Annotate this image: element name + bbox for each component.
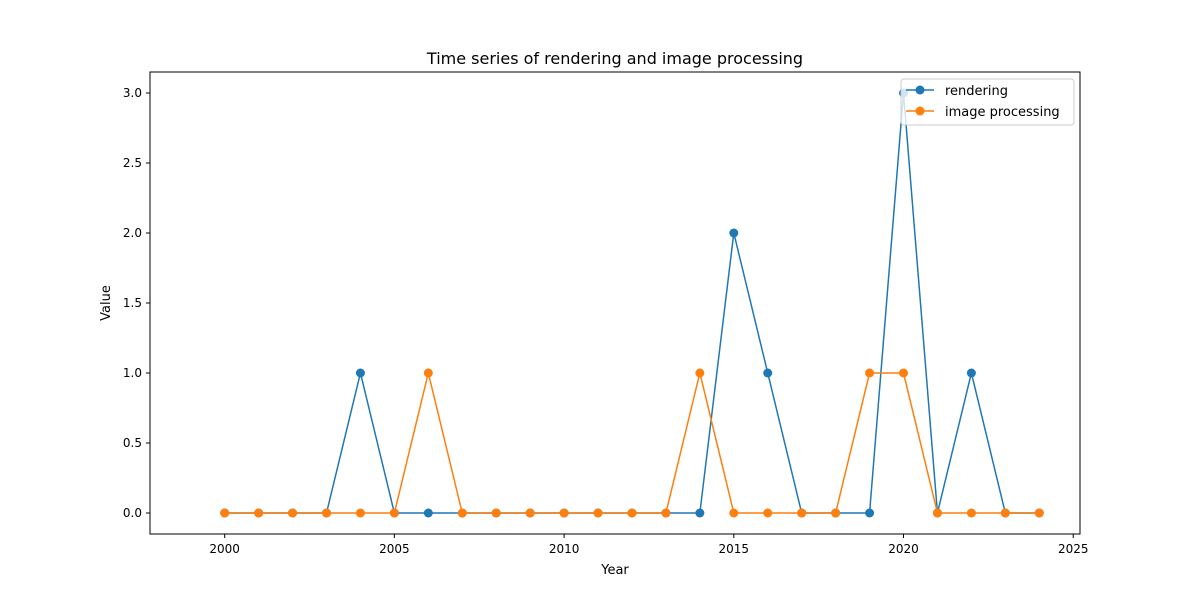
y-tick-label: 0.5 [123,436,142,450]
data-point-image-processing [288,508,298,518]
series-layer [220,88,1044,518]
legend-box [900,78,1075,126]
legend-marker-image-processing [915,106,925,116]
data-point-image-processing [661,508,671,518]
data-point-rendering [355,368,365,378]
plot-area [149,71,1081,535]
data-point-image-processing [389,508,399,518]
data-point-image-processing [491,508,501,518]
data-point-image-processing [1034,508,1044,518]
data-point-rendering [729,228,739,238]
x-tick-label: 2000 [209,542,240,556]
series-line-image-processing [224,372,1040,514]
legend-marker-rendering [915,85,925,95]
data-point-rendering [865,508,875,518]
x-tick-label: 2025 [1058,542,1089,556]
data-point-image-processing [966,508,976,518]
data-point-rendering [695,508,705,518]
chart-title: Time series of rendering and image proce… [426,49,803,68]
data-point-image-processing [559,508,569,518]
legend-entry-image-processing: image processing [906,105,1060,120]
x-tick-label: 2015 [719,542,750,556]
y-tick-label: 3.0 [123,86,142,100]
data-point-image-processing [831,508,841,518]
data-point-image-processing [932,508,942,518]
data-point-image-processing [729,508,739,518]
y-axis: 0.0 0.5 1.0 1.5 2.0 2.5 3.0 [123,86,150,520]
data-point-image-processing [457,508,467,518]
y-tick-label: 1.0 [123,366,142,380]
data-point-rendering [423,508,433,518]
y-tick-label: 1.5 [123,296,142,310]
y-tick-label: 2.5 [123,156,142,170]
series-line-rendering [224,92,1040,514]
y-axis-label: Value [99,285,114,321]
data-point-image-processing [254,508,264,518]
data-point-image-processing [695,368,705,378]
series-rendering [220,88,1044,518]
data-point-image-processing [322,508,331,518]
legend: rendering image processing [900,78,1075,126]
data-point-image-processing [220,508,230,518]
legend-entry-rendering: rendering [906,84,1008,99]
data-point-image-processing [899,368,908,378]
x-tick-label: 2010 [549,542,580,556]
data-point-image-processing [355,508,365,518]
axes-frame [149,71,1081,535]
data-point-rendering [763,368,773,378]
x-tick-label: 2020 [888,542,919,556]
data-point-image-processing [423,368,433,378]
x-axis-label: Year [600,563,629,578]
x-tick-label: 2005 [379,542,410,556]
data-point-rendering [966,368,976,378]
data-point-image-processing [763,508,773,518]
y-tick-label: 0.0 [123,506,142,520]
data-point-image-processing [1000,508,1010,518]
data-point-image-processing [627,508,637,518]
legend-label-rendering: rendering [945,84,1008,99]
data-point-image-processing [593,508,603,518]
data-point-image-processing [797,508,807,518]
x-axis: 2000 2005 2010 2015 2020 2025 [209,534,1088,556]
legend-label-image-processing: image processing [945,105,1060,120]
data-point-image-processing [865,368,875,378]
y-tick-label: 2.0 [123,226,142,240]
series-image-processing [220,368,1044,518]
data-point-image-processing [525,508,535,518]
